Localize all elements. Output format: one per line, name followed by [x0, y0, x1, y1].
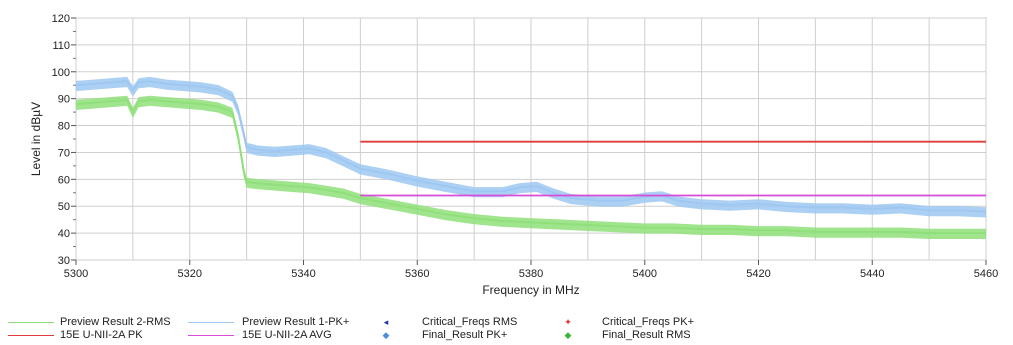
y-tick-label: 30: [58, 255, 70, 267]
legend-swatch: [188, 322, 234, 323]
legend-label: Preview Result 2-RMS: [60, 316, 171, 328]
x-tick-label: 5400: [633, 268, 657, 280]
ticks: 30 40 50 60 70 80 90 100 110 120 5300 5320 5340 5360 5…: [52, 13, 999, 280]
x-tick-label: 5340: [291, 268, 315, 280]
y-tick-label: 120: [52, 13, 70, 25]
x-tick-label: 5440: [860, 268, 884, 280]
legend-label: Final_Result RMS: [602, 329, 691, 341]
series-line-1: [75, 98, 986, 235]
legend-swatch: [188, 335, 234, 336]
x-tick-label: 5360: [405, 268, 429, 280]
x-tick-label: 5300: [64, 268, 88, 280]
y-tick-label: 90: [58, 94, 70, 106]
legend-label: Critical_Freqs RMS: [422, 316, 518, 328]
diamond-marker-icon: ◆: [564, 330, 572, 340]
x-tick-label: 5320: [178, 268, 202, 280]
legend-swatch: [8, 335, 54, 336]
x-axis-label: Frequency in MHz: [482, 283, 579, 297]
x-tick-label: 5460: [974, 268, 998, 280]
y-tick-label: 100: [52, 67, 70, 79]
y-tick-label: 110: [52, 40, 70, 52]
series-line-0: [75, 80, 987, 213]
grid: [75, 17, 987, 261]
chart-svg: 30 40 50 60 70 80 90 100 110 120 5300 5320 5340 5360 5…: [29, 13, 999, 297]
series-band-0: [76, 76, 986, 218]
x-tick-label: 5420: [746, 268, 770, 280]
star-marker-icon: ✦: [564, 317, 572, 327]
x-tick-label: 5380: [519, 268, 543, 280]
y-tick-label: 80: [58, 121, 70, 133]
legend-swatch: [8, 322, 54, 323]
y-axis-label: Level in dBµV: [29, 102, 43, 176]
y-tick-label: 50: [58, 201, 70, 213]
legend-label: 15E U-NII-2A PK: [60, 329, 143, 341]
y-tick-label: 40: [58, 228, 70, 240]
y-tick-label: 60: [58, 174, 70, 186]
legend-label: 15E U-NII-2A AVG: [242, 329, 332, 341]
legend-label: Preview Result 1-PK+: [242, 316, 350, 328]
legend-label: Final_Result PK+: [422, 329, 508, 341]
legend: Preview Result 2-RMS 15E U-NII-2A PK Pre…: [0, 312, 1013, 345]
y-tick-label: 70: [58, 147, 70, 159]
legend-label: Critical_Freqs PK+: [602, 316, 695, 328]
series-layer: [75, 76, 987, 239]
diamond-marker-icon: ◆: [382, 330, 390, 340]
triangle-marker-icon: ◂: [383, 317, 389, 327]
